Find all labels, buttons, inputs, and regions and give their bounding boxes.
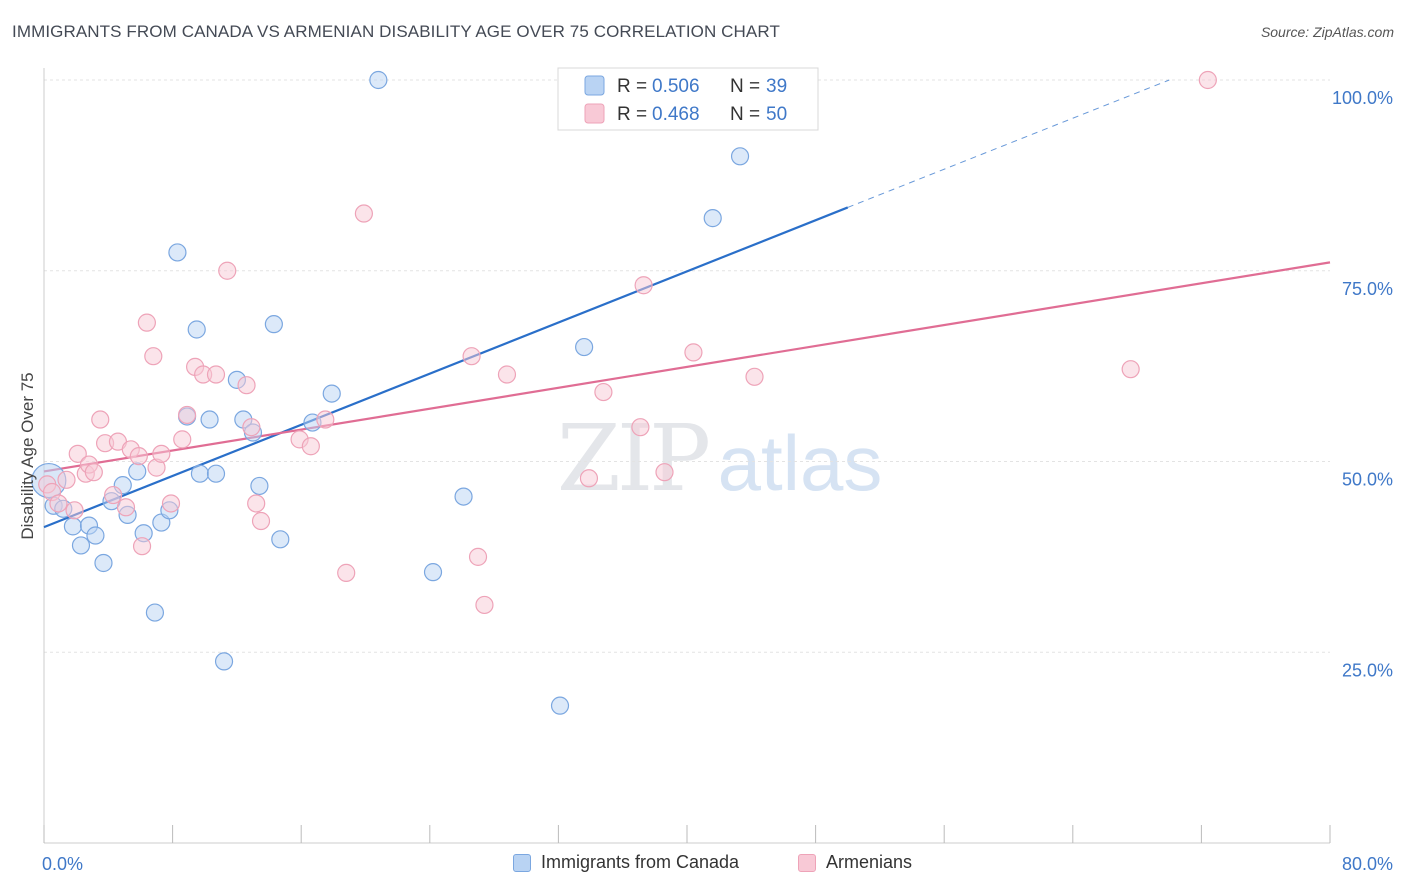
point-armenians-33 (301, 437, 320, 456)
point-armenians-42 (594, 382, 613, 402)
point-canada-28 (271, 530, 290, 549)
point-canada-18 (187, 320, 206, 339)
legend-top-n-label-1: N = (730, 104, 760, 125)
legend-swatch-canada (513, 853, 531, 872)
point-armenians-27 (218, 261, 237, 280)
y-tick-label-2: 75.0% (1342, 279, 1393, 299)
point-armenians-21 (161, 494, 181, 513)
point-canada-37 (703, 209, 722, 228)
axes (43, 68, 1331, 844)
point-canada-21 (206, 464, 226, 483)
watermark: ZIP atlas (557, 405, 882, 512)
point-canada-20 (200, 410, 219, 429)
legend-label-armenians: Armenians (826, 852, 913, 872)
legend-top-n-value-0: 39 (766, 76, 787, 97)
y-tick-label-3: 100.0% (1332, 88, 1393, 108)
legend-item-canada: Immigrants from Canada (513, 852, 739, 873)
point-armenians-2 (49, 494, 68, 513)
legend-top-r-label-0: R = (617, 76, 647, 97)
point-canada-38 (730, 147, 750, 166)
point-armenians-26 (206, 365, 226, 384)
legend-top-swatch-0 (584, 75, 605, 96)
point-armenians-31 (251, 511, 271, 531)
point-armenians-49 (1198, 70, 1217, 90)
point-armenians-16 (132, 537, 152, 556)
point-armenians-18 (144, 347, 163, 366)
point-canada-31 (369, 70, 388, 90)
point-armenians-3 (57, 470, 76, 489)
point-armenians-39 (475, 595, 494, 615)
point-armenians-44 (634, 276, 653, 295)
legend-top-n-value-1: 50 (766, 104, 787, 125)
source-label: Source: ZipAtlas.com (1260, 24, 1394, 40)
legend-top-n-label-0: N = (730, 76, 760, 97)
x-tick-label-1: 80.0% (1342, 854, 1393, 874)
legend-top-r-value-1: 0.468 (652, 104, 700, 125)
point-armenians-17 (137, 313, 156, 332)
chart-title: IMMIGRANTS FROM CANADA VS ARMENIAN DISAB… (12, 22, 780, 41)
point-canada-30 (322, 384, 341, 403)
point-armenians-46 (684, 343, 703, 362)
point-armenians-45 (655, 463, 674, 482)
point-armenians-35 (337, 563, 356, 582)
point-armenians-11 (104, 485, 123, 505)
point-canada-27 (264, 315, 283, 334)
point-armenians-34 (316, 410, 335, 429)
point-armenians-23 (177, 405, 197, 425)
point-armenians-37 (462, 347, 481, 366)
point-armenians-38 (468, 547, 488, 566)
watermark-atlas: atlas (718, 419, 883, 507)
legend-label-canada: Immigrants from Canada (541, 852, 740, 872)
point-canada-7 (94, 553, 113, 573)
point-canada-19 (190, 464, 210, 483)
point-canada-35 (575, 337, 594, 357)
legend-top-r-label-1: R = (617, 104, 647, 125)
legend-top-swatch-1 (584, 103, 605, 124)
trend-line-0 (43, 206, 849, 529)
legend-top-r-value-0: 0.506 (652, 76, 700, 97)
point-armenians-13 (116, 498, 136, 517)
point-canada-34 (550, 696, 570, 715)
point-armenians-30 (247, 494, 266, 513)
y-axis-label: Disability Age Over 75 (18, 372, 37, 539)
legend-bottom: Immigrants from Canada Armenians (0, 852, 1406, 878)
trend-line-dashed-0 (847, 79, 1170, 208)
x-tick-label-0: 0.0% (42, 854, 83, 874)
point-armenians-28 (237, 376, 256, 395)
point-canada-11 (128, 462, 147, 481)
data-points (31, 70, 1217, 715)
point-armenians-41 (579, 469, 599, 488)
point-armenians-48 (1121, 360, 1140, 379)
point-canada-32 (423, 563, 443, 582)
point-canada-22 (214, 652, 234, 671)
point-armenians-15 (129, 447, 148, 466)
point-armenians-4 (65, 501, 84, 520)
point-canada-6 (86, 526, 105, 545)
point-canada-16 (168, 243, 187, 262)
point-armenians-5 (68, 444, 87, 463)
point-canada-13 (145, 603, 165, 622)
point-canada-4 (71, 536, 91, 555)
legend-swatch-armenians (798, 853, 816, 872)
point-canada-26 (250, 476, 269, 496)
point-canada-33 (454, 487, 473, 506)
y-tick-label-0: 25.0% (1342, 660, 1393, 680)
y-tick-label-1: 50.0% (1342, 470, 1393, 490)
point-armenians-20 (152, 444, 171, 463)
point-armenians-22 (173, 430, 192, 449)
point-armenians-9 (91, 410, 110, 429)
point-armenians-8 (84, 463, 103, 482)
watermark-zip: ZIP (557, 405, 708, 512)
point-armenians-47 (745, 367, 764, 386)
point-armenians-40 (497, 365, 517, 384)
point-armenians-43 (631, 418, 650, 437)
tick-labels: 25.0% 50.0% 75.0% 100.0% 0.0% 80.0% (42, 88, 1393, 874)
point-canada-3 (63, 517, 83, 536)
legend-top: R = 0.506 N = 39 R = 0.468 N = 50 (557, 67, 819, 131)
point-armenians-36 (354, 204, 373, 223)
point-armenians-29 (242, 418, 261, 437)
legend-item-armenians: Armenians (798, 852, 912, 873)
